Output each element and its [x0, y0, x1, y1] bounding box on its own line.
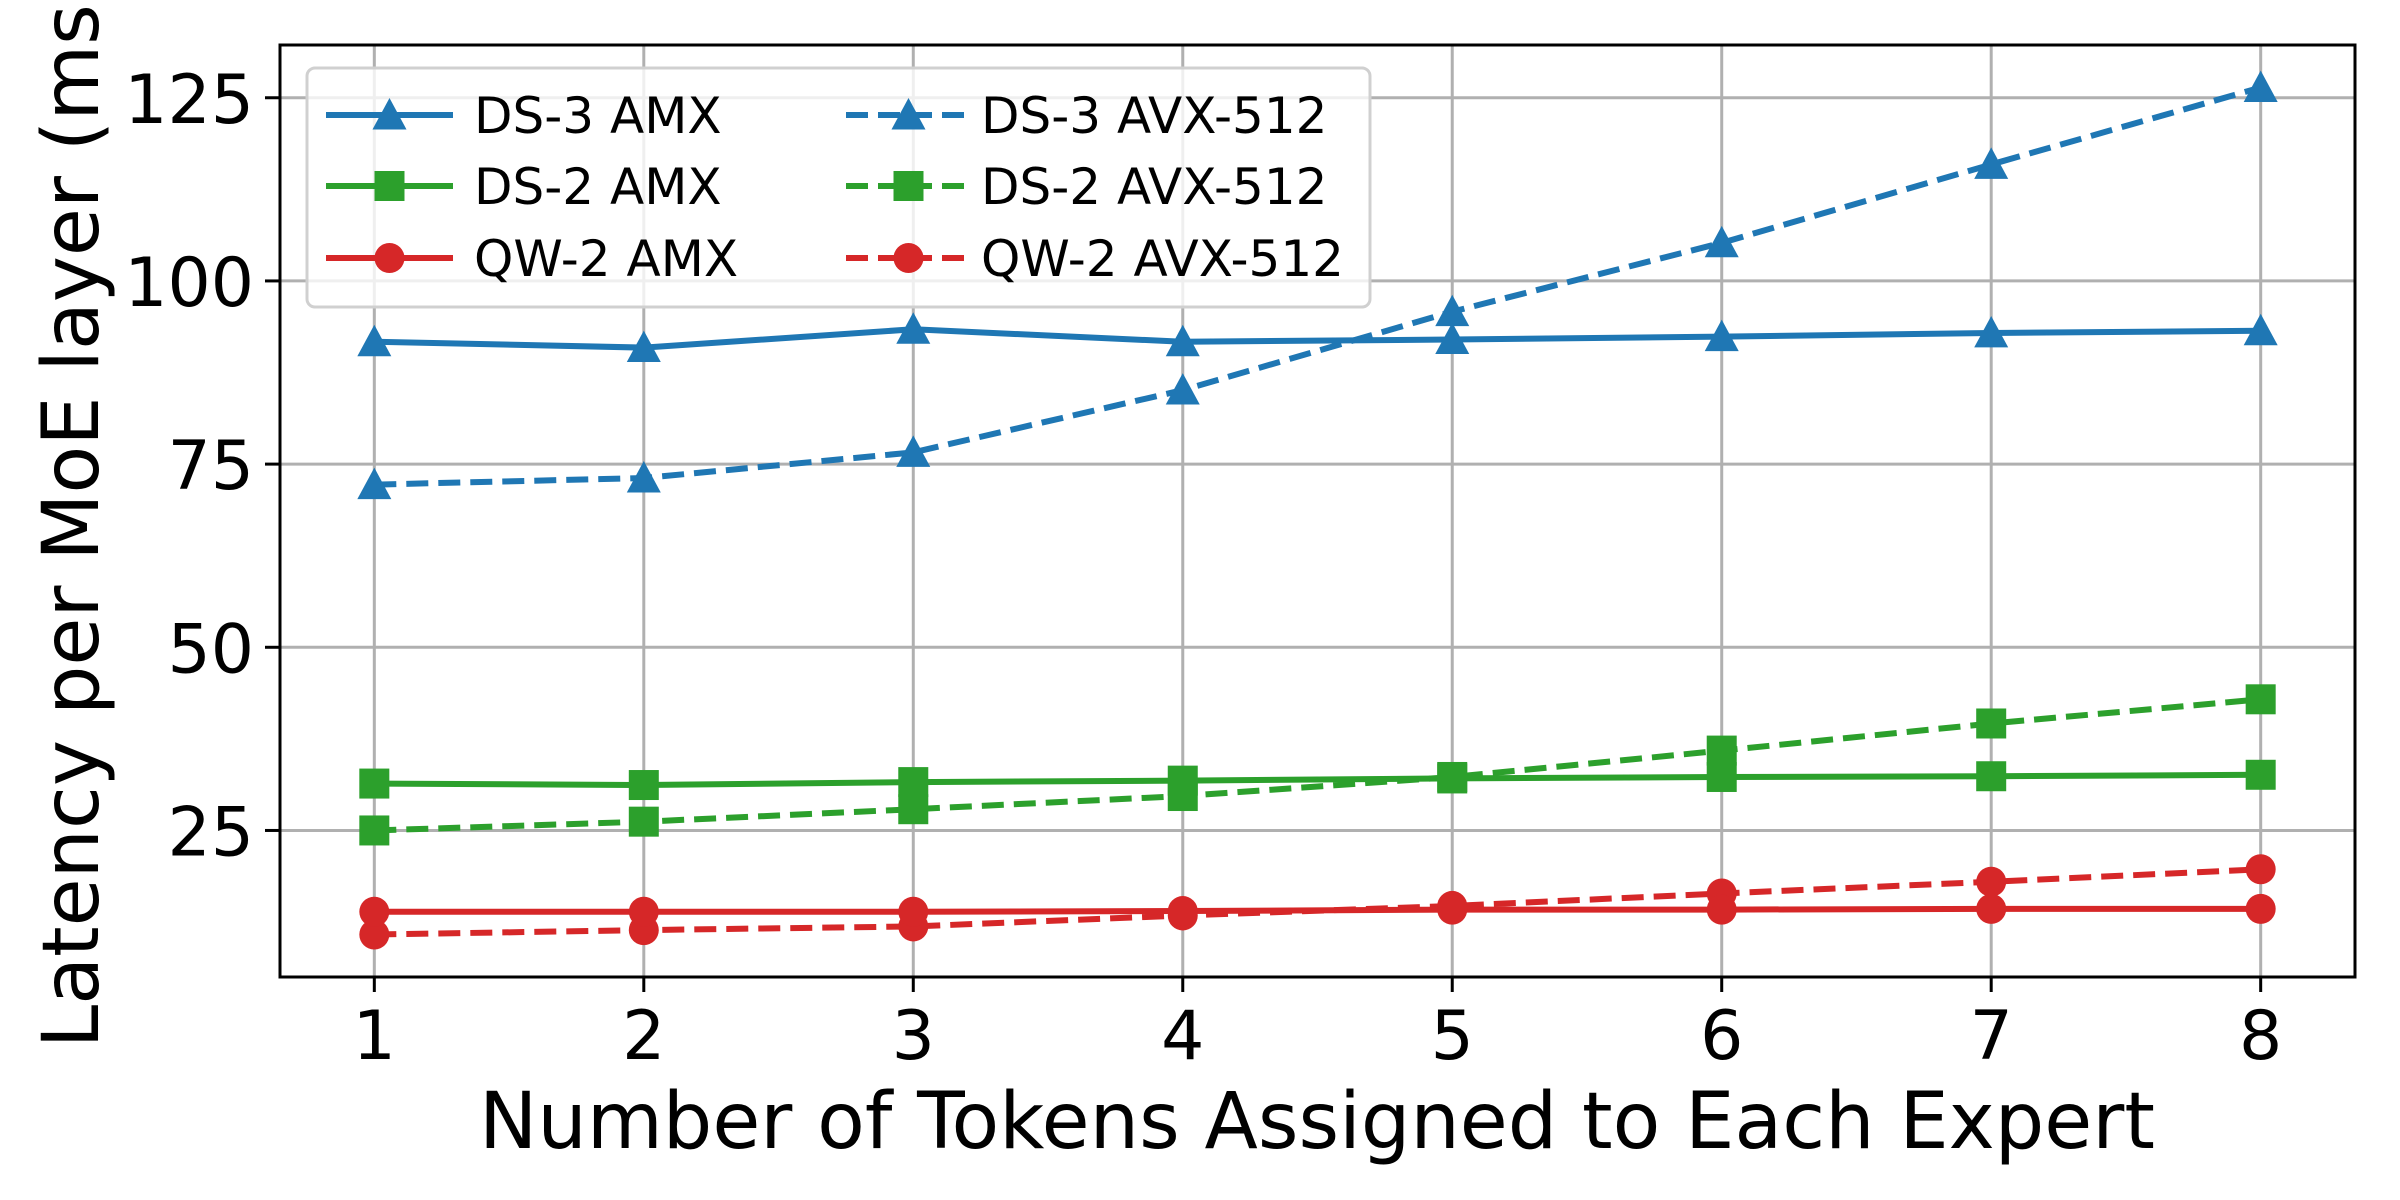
legend-entry: QW-2 AMX [326, 230, 738, 288]
x-tick-label: 7 [1970, 997, 2013, 1076]
data-point [357, 324, 392, 357]
data-point [1974, 315, 2009, 348]
data-point [359, 896, 390, 927]
legend-label: QW-2 AVX-512 [981, 230, 1344, 288]
series-line [374, 905, 2261, 915]
data-point [1976, 761, 2007, 792]
y-tick-label: 75 [167, 427, 254, 506]
data-point [2243, 313, 2278, 346]
x-tick-label: 6 [1700, 997, 1743, 1076]
legend-label: DS-3 AVX-512 [981, 87, 1327, 145]
legend-marker [374, 243, 405, 273]
data-point [896, 312, 931, 344]
data-point [1706, 894, 1737, 925]
data-point [359, 919, 390, 950]
legend-entry: DS-3 AMX [326, 87, 722, 145]
legend-marker [891, 98, 926, 130]
data-point [2245, 854, 2276, 885]
data-point [1976, 866, 2007, 897]
data-point [1437, 763, 1468, 794]
legend-marker [372, 98, 407, 130]
data-point [628, 896, 659, 927]
y-tick-label: 100 [124, 244, 254, 323]
x-tick-label: 8 [2239, 997, 2282, 1076]
data-point [357, 467, 392, 500]
legend-box [305, 66, 1372, 309]
legend-marker [374, 171, 405, 201]
data-point [1435, 322, 1470, 354]
legend-marker [893, 243, 924, 273]
data-point [359, 768, 390, 799]
data-point [1974, 147, 2009, 179]
data-point [626, 461, 661, 493]
x-tick-label: 2 [622, 997, 665, 1076]
y-tick-label: 50 [167, 610, 254, 689]
data-point [2245, 684, 2276, 715]
series-line [374, 771, 2261, 789]
x-tick-label: 1 [353, 997, 396, 1076]
legend-entry: DS-2 AVX-512 [846, 158, 1327, 216]
data-point [898, 767, 929, 798]
legend-entry: QW-2 AVX-512 [846, 230, 1344, 288]
legend-entry: DS-3 AVX-512 [846, 87, 1327, 145]
data-point [626, 330, 661, 363]
axes-frame [278, 43, 2357, 979]
y-tick-label: 125 [124, 61, 254, 140]
data-point [1976, 708, 2007, 739]
data-point [1167, 896, 1198, 927]
x-axis-label: Number of Tokens Assigned to Each Expert [479, 1077, 2155, 1167]
data-point [1704, 319, 1739, 352]
legend-label: DS-3 AMX [474, 87, 722, 145]
series-group [357, 70, 2278, 950]
series-ds-3-amx [357, 312, 2278, 363]
series-qw-2-amx [359, 893, 2276, 927]
data-point [1435, 294, 1470, 327]
data-point [1706, 761, 1737, 792]
legend: DS-3 AMX DS-2 AMX QW-2 AMX DS-3 AVX-512 DS-2… [305, 66, 1372, 309]
series-line [374, 326, 2261, 351]
data-point [896, 435, 931, 467]
x-tick-label: 5 [1431, 997, 1474, 1076]
data-point [1976, 893, 2007, 924]
legend-label: DS-2 AMX [474, 158, 722, 216]
data-point [628, 770, 659, 801]
data-point [898, 896, 929, 927]
ticks: 1 2 3 4 5 6 7 8 25 50 75 100 125 [124, 61, 2282, 1076]
legend-entry: DS-2 AMX [326, 158, 722, 216]
legend-label: QW-2 AMX [474, 230, 738, 288]
data-point [1165, 373, 1200, 405]
data-point [1437, 894, 1468, 925]
data-point [628, 806, 659, 837]
data-point [1167, 765, 1198, 796]
x-tick-label: 4 [1161, 997, 1204, 1076]
series-line [374, 696, 2261, 834]
data-point [1704, 225, 1739, 258]
series-ds-3-avx-512 [357, 70, 2278, 500]
x-tick-label: 3 [892, 997, 935, 1076]
y-axis-label: Latency per MoE layer (ms) [27, 0, 117, 1048]
legend-label: DS-2 AVX-512 [981, 158, 1327, 216]
y-tick-label: 25 [167, 793, 254, 872]
series-line [374, 84, 2262, 488]
data-point [898, 794, 929, 825]
data-point [2243, 70, 2278, 102]
data-point [359, 815, 390, 846]
data-point [1165, 324, 1200, 357]
series-ds-2-amx [359, 759, 2276, 801]
data-point [2245, 759, 2276, 790]
data-point [2245, 893, 2276, 924]
data-point [1706, 735, 1737, 766]
legend-marker [893, 171, 924, 201]
